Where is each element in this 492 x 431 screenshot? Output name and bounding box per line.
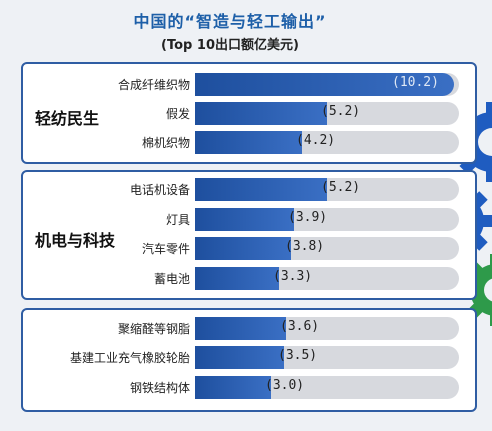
bar-category-label: 合成纤维织物 (117, 78, 190, 92)
bar-row: 假发 (5.2) (23, 102, 475, 126)
bar-category-label: 钢铁结构体 (129, 381, 190, 395)
bar-row: 合成纤维织物 (10.2) (23, 73, 475, 97)
bar-track (195, 131, 459, 154)
bar (195, 317, 286, 340)
bar-value-label: (4.2) (296, 133, 336, 148)
bar-track (195, 208, 459, 231)
bar (195, 73, 454, 96)
group-label: 轻纺民生 (35, 109, 100, 128)
bar-track (195, 102, 459, 125)
bar-track (195, 73, 459, 96)
bar-category-label: 棉机织物 (141, 136, 190, 150)
bar (195, 178, 327, 201)
group-panel: 轻纺民生 合成纤维织物 (10.2) 假发 (5.2) 棉机织物 (4.2) (21, 62, 477, 164)
bar-row: 电话机设备 (5.2) (23, 178, 475, 202)
bar-row: 基建工业充气橡胶轮胎 (3.5) (23, 346, 475, 370)
bar-track (195, 317, 459, 340)
bar-value-label: (5.2) (321, 104, 361, 119)
bar-row: 汽车零件 (3.8) (23, 237, 475, 261)
bar-category-label: 电话机设备 (129, 183, 190, 197)
bar-category-label: 灯具 (165, 213, 190, 227)
bar-value-label: (3.8) (285, 239, 325, 254)
bar-category-label: 基建工业充气橡胶轮胎 (69, 351, 190, 365)
bar-track (195, 267, 459, 290)
bar-track (195, 237, 459, 260)
chart-subtitle: (Top 10出口额亿美元) (161, 38, 299, 53)
bar-value-label: (3.3) (273, 269, 313, 284)
group-panel: 聚缩醛等钢脂 (3.6) 基建工业充气橡胶轮胎 (3.5) 钢铁结构体 (3.0… (21, 308, 477, 412)
bar-category-label: 聚缩醛等钢脂 (117, 322, 190, 336)
bar-category-label: 假发 (165, 107, 190, 121)
bar (195, 102, 327, 125)
chart-header: 中国的“智造与轻工输出” (Top 10出口额亿美元) (0, 8, 460, 53)
bar (195, 376, 271, 399)
bar-row: 棉机织物 (4.2) (23, 131, 475, 155)
bar (195, 208, 294, 231)
bar-value-label: (3.6) (280, 319, 320, 334)
bar-category-label: 蓄电池 (153, 272, 190, 286)
bar-row: 灯具 (3.9) (23, 208, 475, 232)
bar (195, 346, 284, 369)
bar (195, 237, 291, 260)
chart-title: 中国的“智造与轻工输出” (133, 12, 327, 31)
group-panel: 机电与科技 电话机设备 (5.2) 灯具 (3.9) 汽车零件 (3.8) 蓄电… (21, 170, 477, 300)
bar (195, 267, 279, 290)
bar-value-label: (3.5) (278, 348, 318, 363)
bar-track (195, 346, 459, 369)
bar-value-label: (10.2) (392, 75, 439, 90)
bar-category-label: 汽车零件 (141, 242, 190, 256)
group-label: 机电与科技 (35, 231, 116, 250)
bar-row: 蓄电池 (3.3) (23, 267, 475, 291)
bar-row: 聚缩醛等钢脂 (3.6) (23, 317, 475, 341)
bar-track (195, 376, 459, 399)
bar (195, 131, 302, 154)
bar-row: 钢铁结构体 (3.0) (23, 376, 475, 400)
bar-value-label: (5.2) (321, 180, 361, 195)
bar-track (195, 178, 459, 201)
bar-value-label: (3.0) (265, 378, 305, 393)
bar-value-label: (3.9) (288, 210, 328, 225)
